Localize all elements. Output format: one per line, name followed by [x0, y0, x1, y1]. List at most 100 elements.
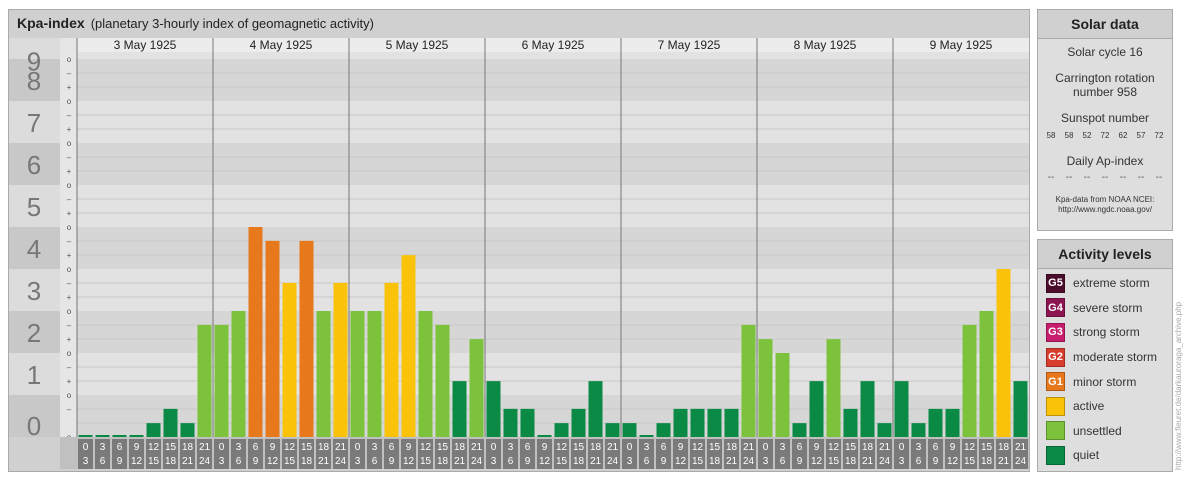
- interval-end-label: 18: [845, 456, 857, 467]
- kp-bar: [656, 423, 671, 437]
- interval-start-label: 6: [117, 442, 123, 453]
- legend-label: minor storm: [1073, 374, 1137, 389]
- time-slot-cell: [520, 439, 535, 469]
- interval-end-label: 3: [627, 456, 633, 467]
- interval-end-label: 18: [301, 456, 313, 467]
- interval-end-label: 12: [947, 456, 959, 467]
- ap-values: -- -- -- -- -- -- --: [1038, 172, 1172, 183]
- minor-tick-label: –: [67, 279, 72, 288]
- interval-end-label: 21: [318, 456, 330, 467]
- interval-start-label: 18: [726, 442, 738, 453]
- interval-start-label: 12: [692, 442, 704, 453]
- kp-bar: [588, 381, 603, 437]
- legend-item: G4 severe storm: [1038, 296, 1172, 321]
- interval-end-label: 15: [420, 456, 432, 467]
- kp-bar: [197, 324, 212, 437]
- interval-start-label: 21: [199, 442, 211, 453]
- interval-end-label: 15: [284, 456, 296, 467]
- sunspot-value: 62: [1118, 131, 1128, 140]
- activity-levels-title: Activity levels: [1038, 240, 1172, 269]
- interval-start-label: 9: [406, 442, 412, 453]
- time-slot-cell: [129, 439, 144, 469]
- interval-start-label: 21: [335, 442, 347, 453]
- interval-end-label: 24: [1015, 456, 1027, 467]
- day-label: 3 May 1925: [114, 38, 177, 52]
- ap-value: --: [1083, 172, 1091, 183]
- kp-bar: [469, 339, 484, 437]
- ap-value: --: [1065, 172, 1073, 183]
- time-slot-cell: [707, 439, 722, 469]
- source-credit: http://www.fleuret.de/darkauroraga_archi…: [1174, 301, 1183, 470]
- kp-bar: [571, 408, 586, 437]
- minor-tick-label: –: [67, 405, 72, 414]
- plot-band: [77, 59, 1029, 101]
- interval-end-label: 18: [437, 456, 449, 467]
- interval-end-label: 12: [403, 456, 415, 467]
- legend-label: active: [1073, 399, 1105, 414]
- legend-item: quiet: [1038, 443, 1172, 468]
- interval-end-label: 3: [219, 456, 225, 467]
- interval-end-label: 9: [525, 456, 531, 467]
- minor-tick-label: +: [67, 251, 72, 260]
- y-label-band: [9, 101, 60, 143]
- kp-bar: [554, 423, 569, 437]
- kp-bar: [724, 408, 739, 437]
- carrington-line1: Carrington rotation: [1055, 71, 1155, 85]
- kp-bar: [112, 435, 127, 437]
- time-slot-cell: [877, 439, 892, 469]
- time-slot-cell: [299, 439, 314, 469]
- interval-end-label: 6: [508, 456, 514, 467]
- kp-bar: [350, 311, 365, 437]
- interval-end-label: 21: [862, 456, 874, 467]
- interval-end-label: 21: [182, 456, 194, 467]
- minor-tick-label: +: [67, 377, 72, 386]
- interval-end-label: 24: [335, 456, 347, 467]
- kp-bar: [78, 435, 93, 437]
- minor-label-gutter: [60, 38, 77, 437]
- time-slot-cell: [163, 439, 178, 469]
- credit-link[interactable]: http://www.ngdc.noaa.gov/: [1058, 205, 1152, 214]
- sunspot-label: Sunspot number: [1060, 111, 1150, 125]
- interval-end-label: 15: [828, 456, 840, 467]
- interval-start-label: 6: [389, 442, 395, 453]
- minor-tick-label: –: [67, 69, 72, 78]
- kp-bar: [537, 435, 552, 437]
- interval-end-label: 24: [199, 456, 211, 467]
- time-slot-cell: [197, 439, 212, 469]
- kp-bar: [622, 423, 637, 437]
- interval-end-label: 24: [743, 456, 755, 467]
- time-slot-cell: [231, 439, 246, 469]
- kp-bar: [792, 423, 807, 437]
- kp-bar: [248, 227, 263, 437]
- y-tick-label: 5: [27, 192, 41, 222]
- minor-tick-label: +: [67, 293, 72, 302]
- time-slot-cell: [775, 439, 790, 469]
- time-slot-cell: [860, 439, 875, 469]
- kp-bar: [605, 423, 620, 437]
- time-slot-cell: [962, 439, 977, 469]
- interval-end-label: 12: [675, 456, 687, 467]
- time-slot-cell: [928, 439, 943, 469]
- interval-start-label: 3: [916, 442, 922, 453]
- legend-item: G1 minor storm: [1038, 369, 1172, 394]
- minor-tick-label: +: [67, 167, 72, 176]
- kp-bar: [877, 423, 892, 437]
- credit-line1: Kpa-data from NOAA NCEI:: [1055, 195, 1155, 204]
- kp-bar: [146, 423, 161, 437]
- minor-tick-label: –: [67, 363, 72, 372]
- time-slot-cell: [418, 439, 433, 469]
- time-slot-cell: [1013, 439, 1028, 469]
- minor-tick-label: –: [67, 237, 72, 246]
- interval-end-label: 3: [899, 456, 905, 467]
- y-label-band: [9, 353, 60, 395]
- time-slot-cell: [78, 439, 93, 469]
- plot-band: [77, 143, 1029, 185]
- interval-start-label: 9: [134, 442, 140, 453]
- kpa-chart: 0123456789oo+–o+–o+–o+–o+–o+–o+–o+–o–3 M…: [9, 38, 1029, 469]
- interval-end-label: 15: [148, 456, 160, 467]
- kp-bar: [775, 353, 790, 437]
- y-tick-label: 1: [27, 360, 41, 390]
- carrington-line2: number 958: [1072, 85, 1138, 99]
- interval-start-label: 3: [100, 442, 106, 453]
- time-slot-cell: [503, 439, 518, 469]
